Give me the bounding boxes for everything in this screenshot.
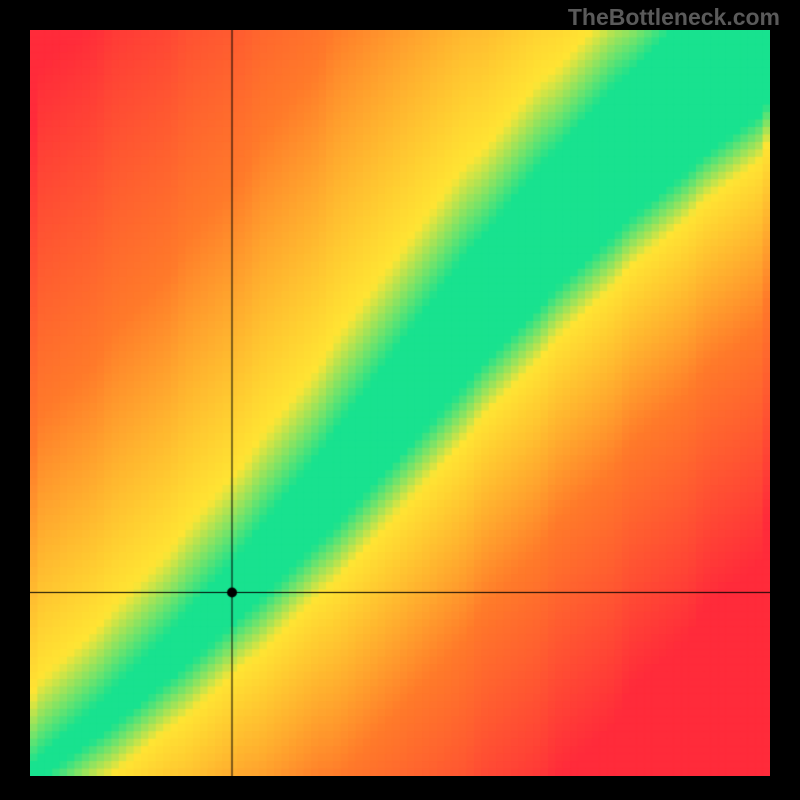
heatmap-canvas: [30, 30, 770, 776]
chart-container: TheBottleneck.com: [0, 0, 800, 800]
watermark-text: TheBottleneck.com: [568, 4, 780, 31]
